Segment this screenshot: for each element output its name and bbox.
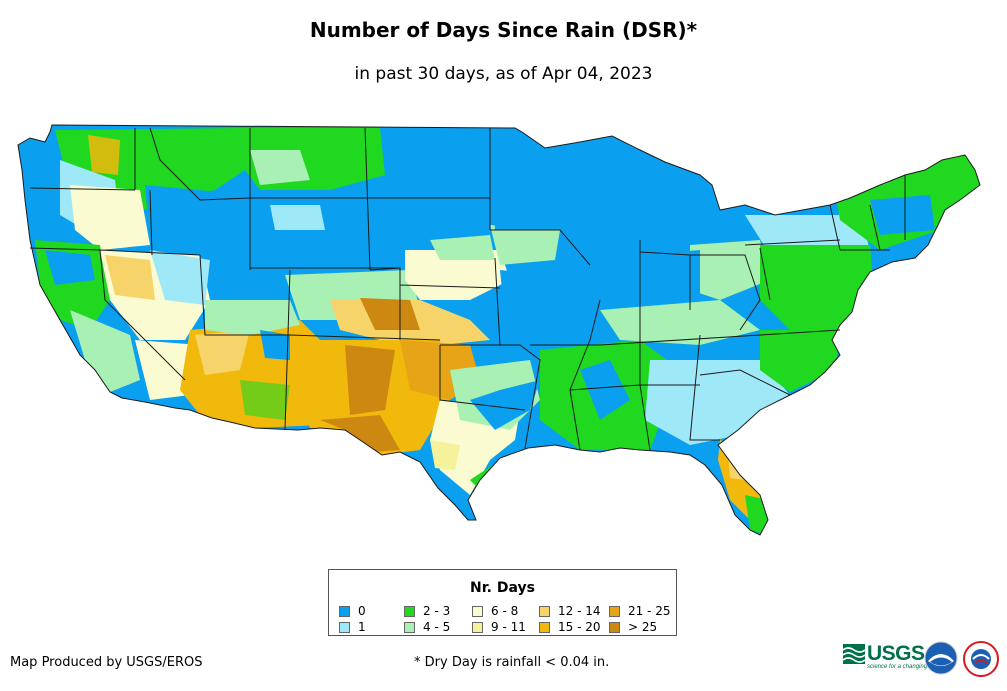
legend-swatch-gt-25 xyxy=(609,621,620,633)
zone-newengland-blue xyxy=(870,195,935,235)
us-dsr-map xyxy=(17,124,981,536)
zone-arizona-green xyxy=(240,380,290,420)
legend-swatch-12-14 xyxy=(539,605,550,617)
legend-item: 9 - 11 xyxy=(472,620,526,634)
legend-item: > 25 xyxy=(609,620,657,634)
zone-idaho-orange xyxy=(88,135,120,175)
legend-swatch-15-20 xyxy=(539,621,550,633)
dry-day-footnote: * Dry Day is rainfall < 0.04 in. xyxy=(414,655,610,670)
zone-4corners-blue xyxy=(260,330,290,360)
legend-label-2-3: 2 - 3 xyxy=(423,604,451,618)
legend-label-4-5: 4 - 5 xyxy=(423,620,451,634)
zone-montana-light xyxy=(250,150,310,185)
usgs-wordmark: USGS xyxy=(867,642,925,665)
zone-socal-light-green xyxy=(70,310,140,392)
legend-swatch-21-25 xyxy=(609,605,620,617)
zone-florida-yellow xyxy=(728,455,745,480)
nws-logo-icon xyxy=(963,641,999,677)
legend-swatch-0 xyxy=(339,605,350,617)
zone-oklahoma-blue-streak xyxy=(470,380,540,430)
legend-item: 12 - 14 xyxy=(539,604,601,618)
legend-item: 0 xyxy=(339,604,366,618)
zone-oregon-dry xyxy=(70,185,150,250)
legend-item: 2 - 3 xyxy=(404,604,450,618)
noaa-logo-icon xyxy=(924,641,958,675)
map-subtitle: in past 30 days, as of Apr 04, 2023 xyxy=(354,64,653,84)
zone-westtexas-brown xyxy=(320,415,400,452)
legend-item: 21 - 25 xyxy=(609,604,671,618)
usgs-wave-icon xyxy=(843,644,865,664)
zone-colorado-brown xyxy=(360,298,420,330)
zone-nevada-yellow xyxy=(105,255,155,300)
legend-item: 15 - 20 xyxy=(539,620,601,634)
legend-swatch-2-3 xyxy=(404,605,415,617)
zone-mississippi-blue xyxy=(580,360,630,420)
zone-utah-light-blue xyxy=(150,250,210,305)
legend-item: 1 xyxy=(339,620,366,634)
legend-swatch-9-11 xyxy=(472,621,483,633)
zone-upper-midwest-blue xyxy=(490,130,740,240)
map-title: Number of Days Since Rain (DSR)* xyxy=(309,18,698,42)
legend-label-12-14: 12 - 14 xyxy=(558,604,601,618)
usgs-tagline: science for a changing world xyxy=(867,664,944,670)
zone-iowa-light-green xyxy=(490,225,560,265)
legend-label-21-25: 21 - 25 xyxy=(628,604,671,618)
legend-swatch-6-8 xyxy=(472,605,483,617)
zone-pnw-coast xyxy=(20,130,70,230)
zone-south-florida-green xyxy=(745,495,768,535)
zone-missouri-blue xyxy=(500,270,600,345)
zone-wyoming-light-blue xyxy=(270,205,325,230)
legend-item: 4 - 5 xyxy=(404,620,450,634)
legend-label-9-11: 9 - 11 xyxy=(491,620,526,634)
state-boundaries xyxy=(17,124,981,536)
zone-idaho-wyoming-blue xyxy=(145,185,255,270)
zone-nebraska-light-green xyxy=(430,235,495,260)
legend-box: Nr. Days 0 1 2 - 3 4 - 5 6 - 8 9 - 11 12… xyxy=(328,569,677,636)
zone-ncal-blue xyxy=(45,250,95,285)
zone-texas-yellow xyxy=(430,440,460,470)
legend-label-6-8: 6 - 8 xyxy=(491,604,519,618)
usgs-logo: USGS science for a changing world xyxy=(843,642,943,670)
legend-item: 6 - 8 xyxy=(472,604,518,618)
zone-newmexico-brown xyxy=(345,345,395,415)
us-outline xyxy=(17,124,981,536)
zone-arizona-yellow xyxy=(195,330,250,375)
legend-swatch-1 xyxy=(339,621,350,633)
legend-swatch-4-5 xyxy=(404,621,415,633)
dsr-shading xyxy=(18,125,980,535)
legend-label-15-20: 15 - 20 xyxy=(558,620,601,634)
map-credit: Map Produced by USGS/EROS xyxy=(10,655,203,670)
legend-label-gt-25: > 25 xyxy=(628,620,658,634)
legend-title: Nr. Days xyxy=(470,580,535,596)
zone-utah-light-green xyxy=(205,300,300,335)
legend-label-0: 0 xyxy=(358,604,366,618)
legend-label-1: 1 xyxy=(358,620,366,634)
zone-indiana-blue xyxy=(640,250,700,320)
zone-pennsylvania-green xyxy=(760,245,875,340)
